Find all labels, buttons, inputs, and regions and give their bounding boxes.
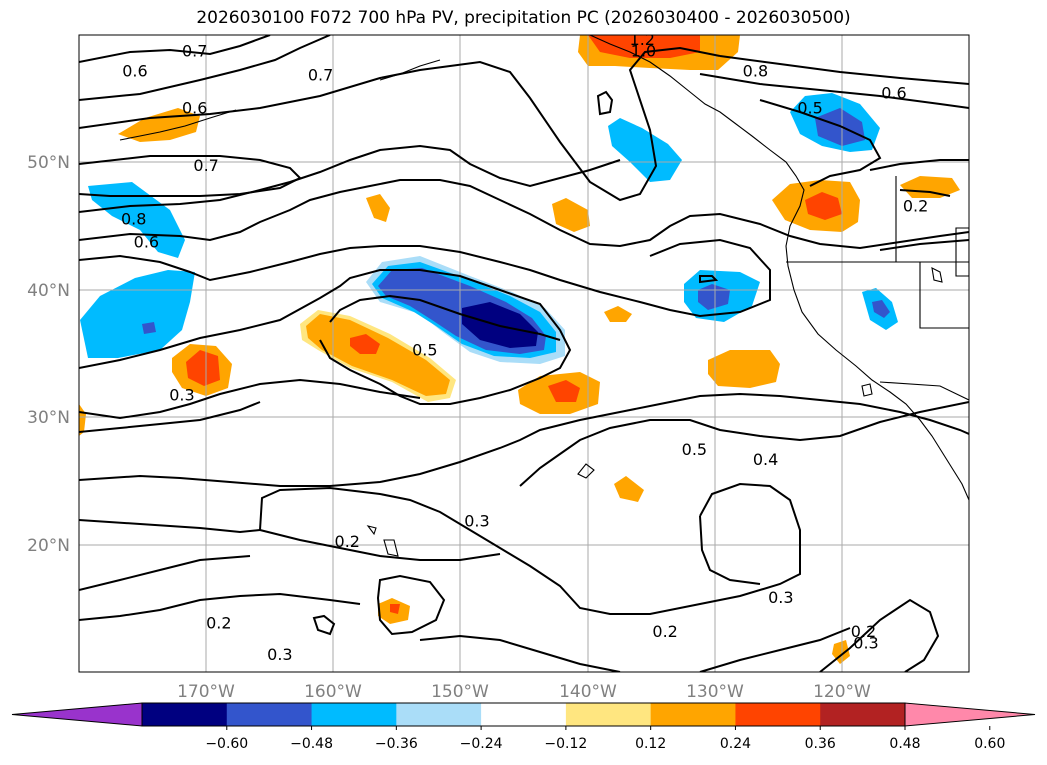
contour-label: 0.5	[682, 440, 707, 459]
colorbar-tick-label: 0.60	[974, 736, 1005, 752]
contour-labels: 0.70.6 0.71.21.00.80.60.6 0.50.70.80.60.20…	[121, 30, 928, 664]
colorbar-segment	[311, 703, 397, 726]
contour-label: 0.6	[122, 62, 147, 81]
contour-label: 0.8	[121, 209, 146, 228]
precip-anomaly-negative	[88, 182, 185, 258]
lon-tick-label: 140°W	[559, 682, 617, 702]
lat-tick-label: 30°N	[27, 408, 70, 428]
contour-label: 0.6	[134, 232, 159, 251]
colorbar-segment	[735, 703, 821, 726]
colorbar-tick-label: 0.12	[635, 736, 666, 752]
contour-label: 0.6	[182, 99, 207, 118]
contour-label: 0.5	[412, 341, 437, 360]
contour-label: 0.3	[464, 511, 489, 530]
colorbar-segment	[481, 703, 567, 726]
contour-label: 0.4	[753, 450, 778, 469]
pv-contours	[79, 35, 969, 672]
precip-anomaly-positive	[366, 194, 390, 222]
colorbar-extend-low	[11, 702, 143, 727]
contour-label: 0.3	[267, 645, 292, 664]
precip-anomaly-negative	[80, 270, 195, 358]
precip-anomaly-strong-positive	[805, 192, 842, 220]
contour-label: 0.2	[206, 613, 231, 632]
contour-label: 0.2	[652, 622, 677, 641]
map-gridlines	[79, 35, 969, 672]
contour-label: 0.7	[308, 65, 333, 84]
colorbar-tick-label: −0.60	[205, 736, 248, 752]
colorbar: −0.60 −0.48 −0.36 −0.24 −0.12 0.12 0.24 0.36 0.4…	[11, 702, 1036, 752]
contour-label: 0.2	[851, 622, 876, 641]
lon-tick-label: 120°W	[813, 682, 871, 702]
precip-anomaly-strong-negative	[142, 322, 156, 334]
colorbar-segment	[565, 703, 652, 726]
contour-label: 0.7	[193, 156, 218, 175]
lon-tick-label: 160°W	[304, 682, 362, 702]
map-plot-area: 0.70.6 0.71.21.00.80.60.6 0.50.70.80.60.20…	[79, 30, 969, 672]
contour-label: 0.5	[797, 99, 822, 118]
contour-label: 0.3	[169, 385, 194, 404]
precip-anomaly-positive	[604, 306, 632, 322]
contour-label: 1.2	[630, 30, 655, 49]
lat-tick-label: 40°N	[27, 281, 70, 301]
colorbar-tick-label: −0.24	[460, 736, 503, 752]
precip-anomaly-strong-positive	[548, 380, 580, 402]
colorbar-segment	[650, 703, 736, 726]
chart-title: 2026030100 F072 700 hPa PV, precipitatio…	[196, 8, 851, 28]
lon-tick-label: 170°W	[177, 682, 235, 702]
colorbar-segment	[396, 703, 482, 726]
precip-anomaly-strong-positive	[350, 334, 380, 354]
colorbar-extend-high	[904, 702, 1036, 727]
lat-axis-labels: 50°N 40°N 30°N 20°N	[27, 153, 70, 556]
contour-label: 0.8	[743, 62, 768, 81]
precip-anomaly-strong-negative	[872, 300, 890, 318]
lon-tick-label: 150°W	[431, 682, 489, 702]
precip-anomaly-positive	[552, 198, 590, 232]
colorbar-segment	[226, 703, 313, 726]
colorbar-frame	[141, 702, 906, 727]
precip-anomaly-strong-positive	[588, 35, 700, 58]
colorbar-tick-label: 0.36	[805, 736, 836, 752]
contour-label: 0.6	[881, 83, 906, 102]
lon-axis-labels: 170°W 160°W 150°W 140°W 130°W 120°W	[177, 682, 871, 702]
contour-label: 0.3	[853, 634, 878, 653]
precip-anomaly-strong-positive	[186, 350, 220, 386]
contour-label: 0.3	[768, 588, 793, 607]
colorbar-segment	[820, 703, 906, 726]
colorbar-segment	[142, 703, 228, 726]
precip-anomaly-positive	[306, 314, 450, 396]
map-frame	[78, 34, 970, 673]
contour-label: 0.7	[182, 41, 207, 60]
colorbar-tick-label: −0.12	[544, 736, 587, 752]
precip-anomaly-positive	[900, 176, 960, 198]
lat-tick-label: 50°N	[27, 153, 70, 173]
precip-anomaly-negative	[608, 118, 682, 182]
lat-tick-label: 20°N	[27, 536, 70, 556]
precip-shading	[79, 35, 960, 664]
precip-anomaly-positive	[614, 476, 644, 502]
contour-label: 0.2	[335, 532, 360, 551]
colorbar-tick-label: −0.48	[290, 736, 333, 752]
colorbar-tick-label: 0.48	[889, 736, 920, 752]
precip-anomaly-positive	[708, 350, 780, 388]
lon-tick-label: 130°W	[686, 682, 744, 702]
precip-anomaly-strong-positive	[390, 604, 400, 614]
colorbar-tick-label: −0.36	[375, 736, 418, 752]
contour-label: 1.0	[631, 41, 656, 60]
contour-label: 0.2	[903, 197, 928, 216]
colorbar-tick-label: 0.24	[720, 736, 751, 752]
